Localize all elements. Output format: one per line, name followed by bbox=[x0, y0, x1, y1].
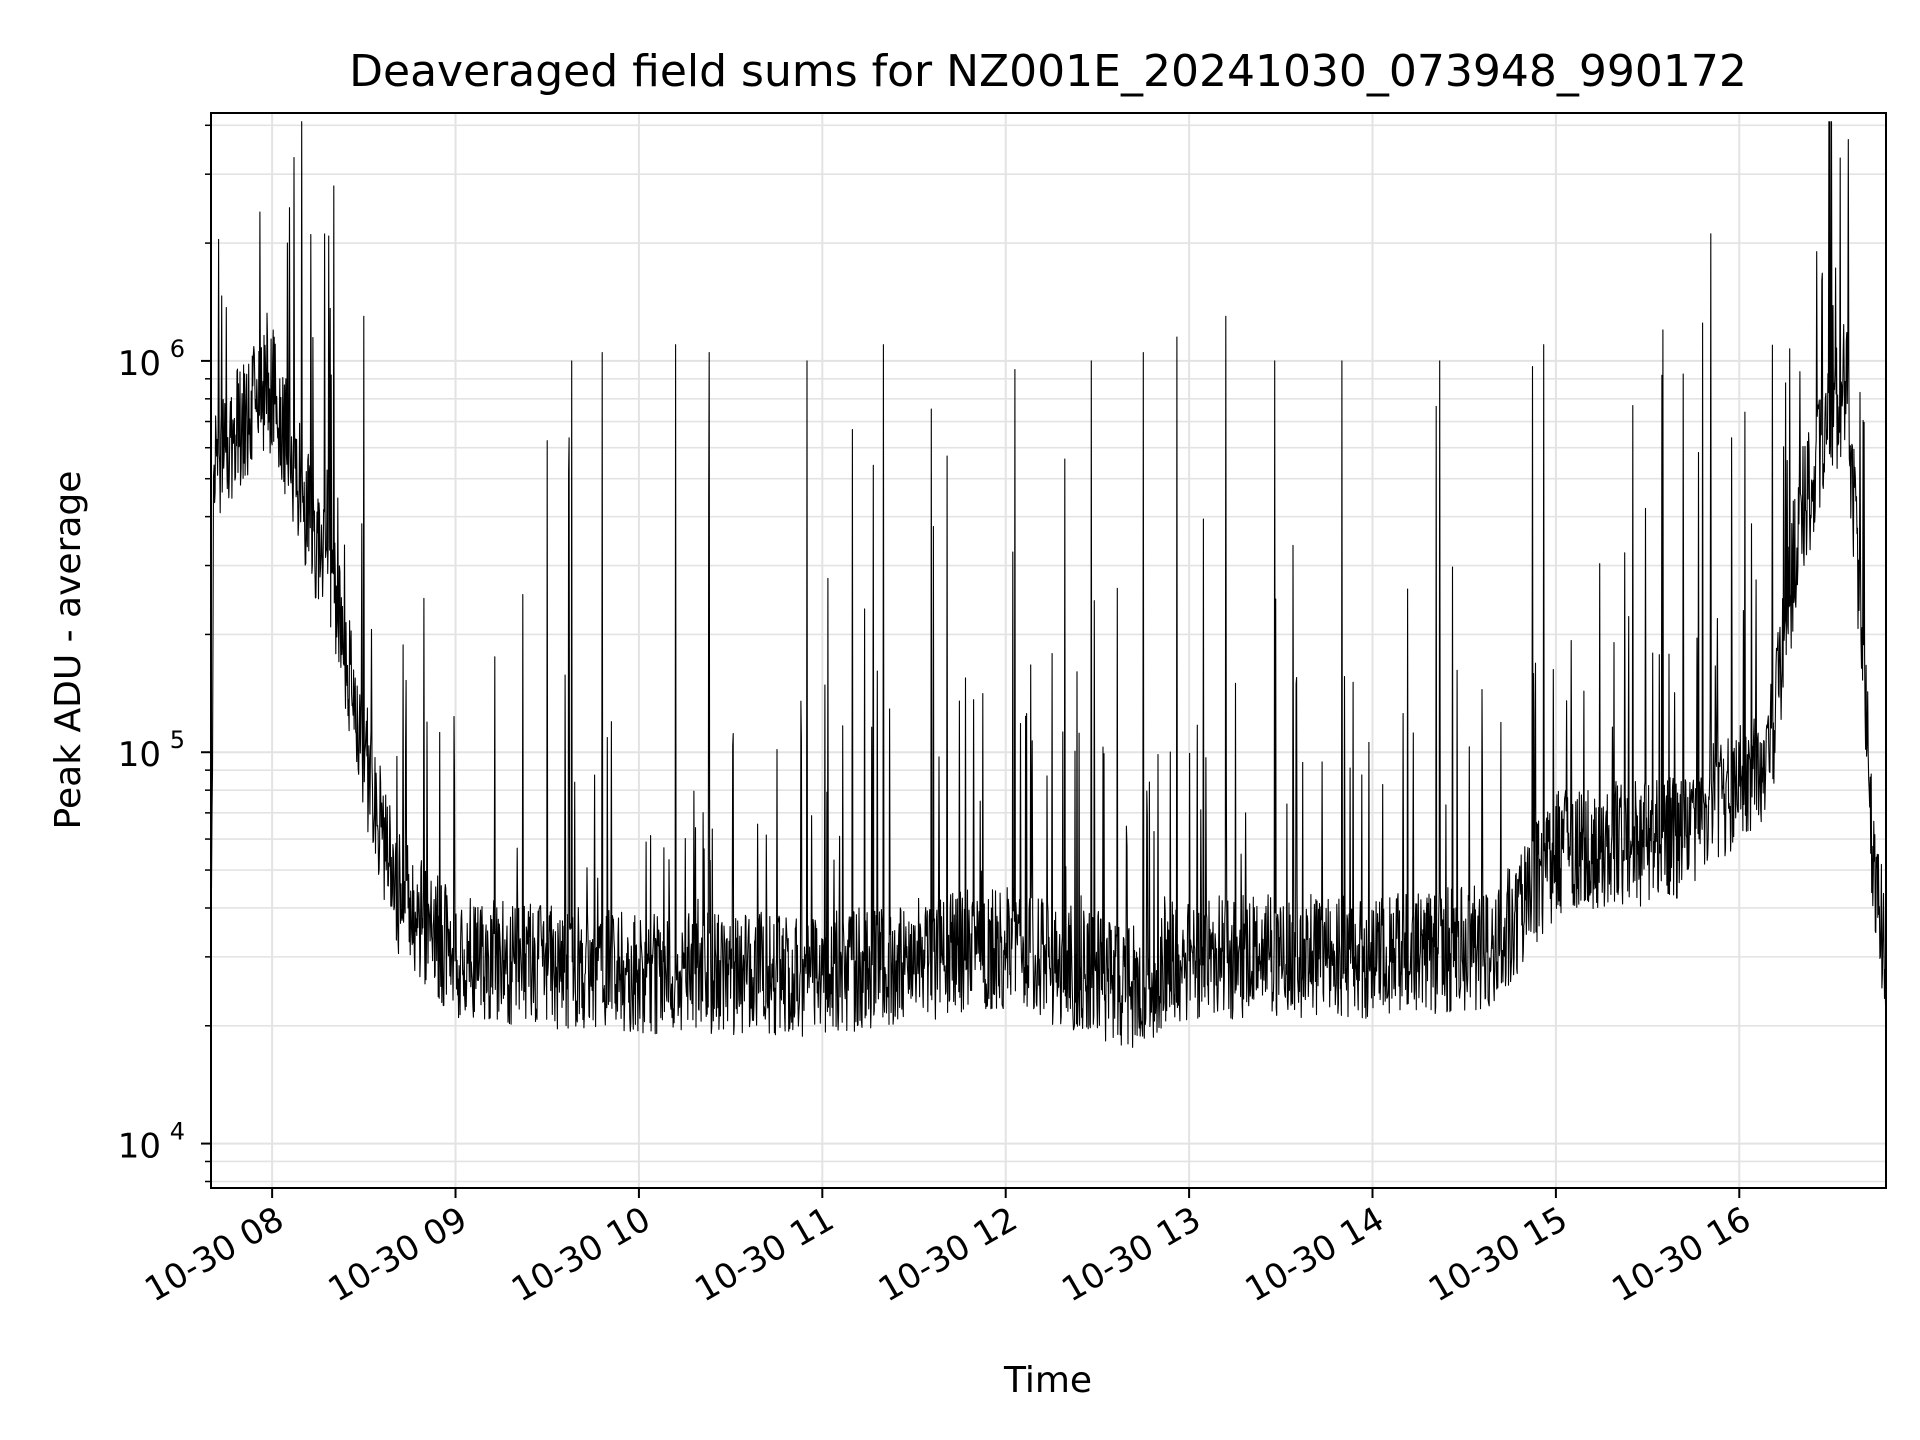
chart-title: Deaveraged field sums for NZ001E_2024103… bbox=[349, 46, 1747, 97]
y-tick-label: 10 bbox=[118, 1127, 161, 1167]
grid-lines bbox=[211, 113, 1886, 1188]
y-tick-exponent: 6 bbox=[170, 335, 185, 363]
y-tick-exponent: 5 bbox=[170, 726, 185, 754]
series-line bbox=[210, 121, 1887, 1048]
x-axis-label: Time bbox=[1003, 1360, 1092, 1401]
plot-frame bbox=[210, 112, 1887, 1189]
y-tick-label: 10 bbox=[118, 735, 161, 775]
data-series bbox=[210, 121, 1887, 1048]
y-tick-label: 10 bbox=[118, 344, 161, 384]
y-axis-label: Peak ADU - average bbox=[48, 471, 89, 830]
y-tick-exponent: 4 bbox=[170, 1118, 185, 1146]
